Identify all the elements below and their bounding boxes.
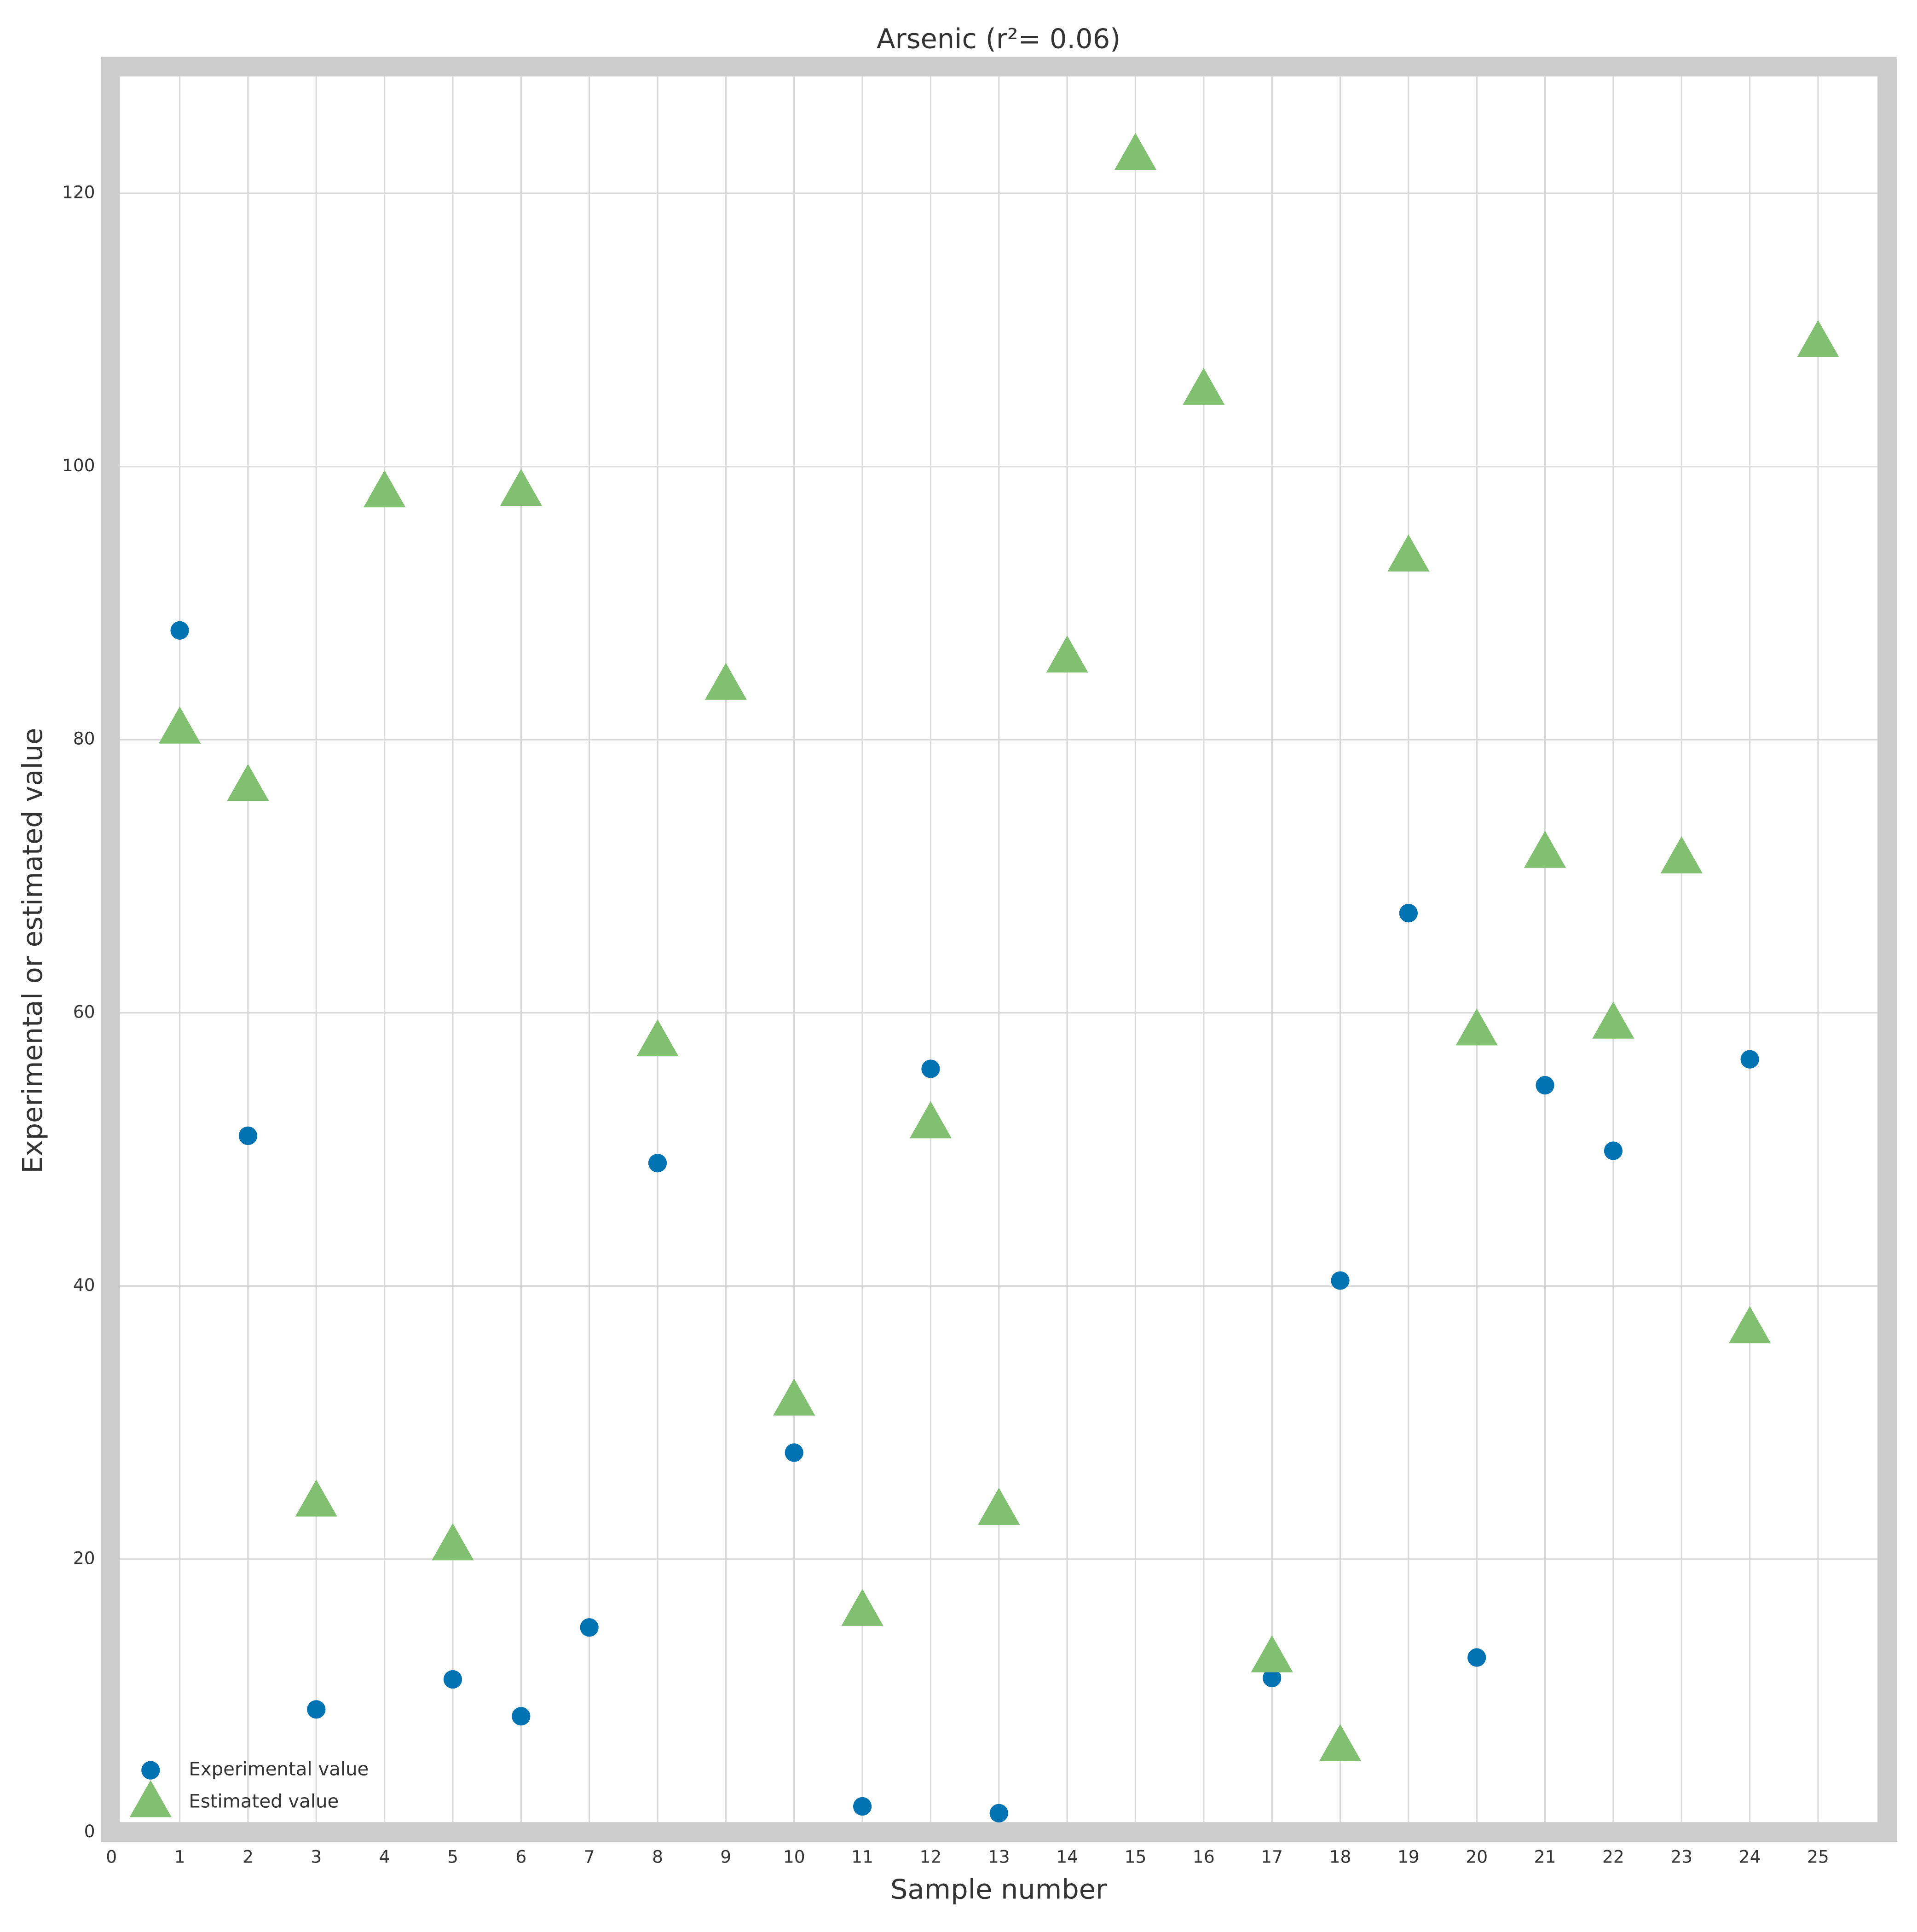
x-tick-label: 23 [1670,1847,1692,1867]
circle-marker [1740,1050,1759,1069]
triangle-marker [1387,534,1430,572]
triangle-marker [432,1523,474,1561]
x-tick-label: 17 [1261,1847,1283,1867]
marks [158,133,1839,1822]
x-tick-label: 8 [652,1847,663,1867]
x-tick-label: 19 [1397,1847,1420,1867]
triangle-marker [1046,635,1088,673]
x-tick-label: 20 [1466,1847,1488,1867]
circle-marker [648,1154,667,1173]
x-tick-label: 25 [1807,1847,1829,1867]
circle-marker [580,1618,599,1637]
y-tick-label: 0 [84,1821,95,1841]
triangle-marker [841,1589,883,1626]
triangle-marker [1251,1635,1293,1672]
triangle-marker [773,1378,815,1416]
circle-marker [1263,1668,1282,1688]
x-tick-label: 13 [988,1847,1010,1867]
grid [120,76,1878,1822]
triangle-marker [909,1101,952,1139]
y-tick-label: 120 [62,182,95,202]
x-tick-label: 2 [243,1847,254,1867]
x-tick-label: 4 [379,1847,390,1867]
circle-marker [1536,1076,1554,1095]
legend-label: Experimental value [189,1759,369,1780]
circle-marker [307,1700,326,1719]
triangle-marker [1729,1306,1771,1343]
circle-marker [170,621,189,640]
circle-marker [238,1126,258,1145]
y-tick-label: 40 [73,1275,95,1295]
y-tick-label: 60 [73,1001,95,1022]
x-tick-label: 11 [851,1847,873,1867]
x-tick-label: 7 [584,1847,595,1867]
x-tick-label: 5 [447,1847,458,1867]
x-tick-label: 6 [515,1847,526,1867]
x-tick-label: 12 [920,1847,942,1867]
circle-marker [512,1707,531,1726]
triangle-marker [1114,133,1157,170]
triangle-marker [1660,836,1703,873]
triangle-marker [1797,320,1839,357]
circle-marker [1399,904,1418,923]
y-tick-label: 80 [73,729,95,749]
circle-marker [989,1804,1008,1822]
triangle-marker [636,1019,679,1057]
x-tick-label: 10 [783,1847,805,1867]
circle-marker [1467,1648,1486,1667]
x-tick-label: 3 [311,1847,322,1867]
triangle-marker [158,706,201,744]
triangle-marker [500,469,542,506]
x-tick-label: 21 [1534,1847,1556,1867]
triangle-marker [295,1479,337,1517]
triangle-marker [1592,1001,1634,1039]
circle-marker [443,1670,462,1689]
x-tick-label: 0 [106,1847,117,1867]
x-tick-label: 15 [1125,1847,1147,1867]
x-tick-label: 24 [1739,1847,1761,1867]
triangle-marker [978,1487,1020,1525]
x-axis-label: Sample number [890,1874,1107,1905]
circle-marker [853,1797,872,1816]
x-tick-label: 18 [1329,1847,1351,1867]
y-tick-label: 20 [73,1548,95,1568]
circle-marker [1604,1141,1623,1160]
triangle-marker [1319,1724,1362,1761]
x-tick-label: 14 [1056,1847,1078,1867]
x-tick-label: 9 [720,1847,731,1867]
triangle-marker [364,470,406,508]
x-tick-label: 16 [1193,1847,1215,1867]
triangle-marker [1455,1008,1498,1046]
legend-marker [141,1761,160,1780]
legend: Experimental value Estimated value [129,1759,369,1817]
legend-label: Estimated value [189,1791,339,1812]
legend-marker [129,1780,172,1817]
circle-marker [785,1443,803,1462]
y-axis-label: Experimental or estimated value [17,728,48,1173]
x-tick-label: 22 [1602,1847,1624,1867]
chart-title: Arsenic (r²= 0.06) [877,23,1120,55]
triangle-marker [1183,368,1225,405]
circle-marker [1331,1271,1350,1290]
triangle-marker [1524,831,1566,868]
triangle-marker [227,764,269,801]
circle-marker [921,1059,940,1078]
triangle-marker [704,663,747,700]
x-tick-label: 1 [174,1847,185,1867]
y-tick-label: 100 [62,455,95,475]
